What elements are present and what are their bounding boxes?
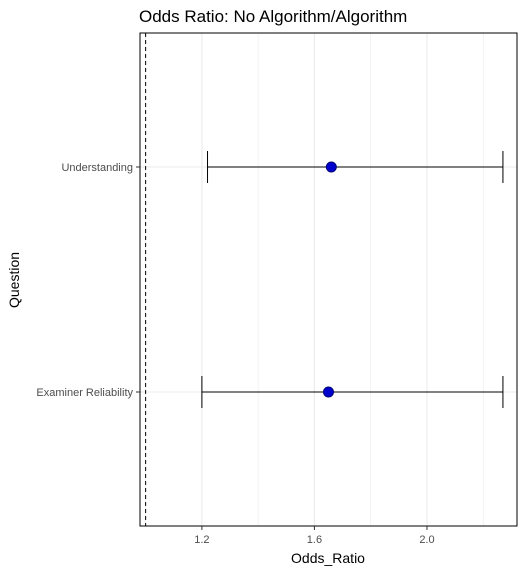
x-tick-label-1: 1.6 (307, 534, 322, 546)
x-axis-title: Odds_Ratio (291, 550, 365, 566)
y-tick-label-0: Understanding (61, 162, 133, 174)
y-tick-label-1: Examiner Reliability (36, 387, 133, 399)
panel-border (139, 32, 518, 527)
y-tick-layer: Understanding Examiner Reliability (36, 162, 140, 399)
x-tick-layer: 1.2 1.6 2.0 (194, 526, 435, 546)
point-estimate-1 (323, 386, 334, 398)
y-axis-title: Question (6, 252, 22, 308)
grid-layer (140, 33, 517, 526)
chart-title: Odds Ratio: No Algorithm/Algorithm (139, 7, 407, 26)
x-tick-label-2: 2.0 (419, 534, 434, 546)
point-layer (323, 161, 337, 398)
x-tick-label-0: 1.2 (194, 534, 209, 546)
point-estimate-0 (325, 161, 337, 173)
error-bar-layer (201, 151, 504, 408)
